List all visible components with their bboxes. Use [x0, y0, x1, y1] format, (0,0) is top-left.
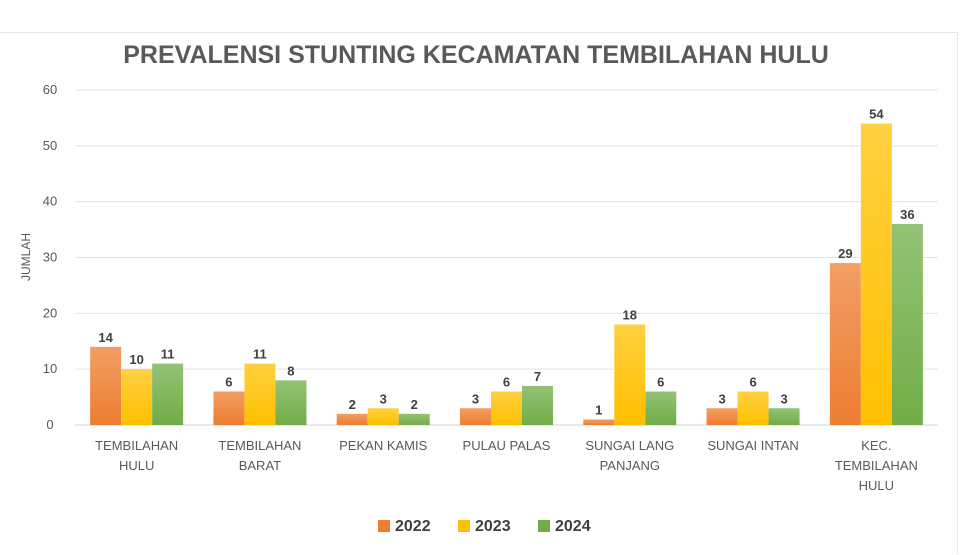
- x-tick-label: SUNGAI INTAN: [707, 438, 799, 453]
- bar-2022: [583, 419, 615, 425]
- x-tick-label: HULU: [119, 458, 154, 473]
- data-label: 6: [749, 375, 756, 390]
- legend-label: 2022: [395, 518, 431, 535]
- bar-2023: [860, 123, 892, 425]
- bar-2023: [121, 369, 153, 425]
- x-tick-label: PULAU PALAS: [463, 438, 551, 453]
- bar-2024: [891, 224, 923, 425]
- data-label: 8: [287, 363, 294, 378]
- bar-2022: [829, 263, 861, 425]
- bar-2024: [152, 363, 184, 425]
- x-tick-label: HULU: [859, 478, 894, 493]
- bar-chart: PREVALENSI STUNTING KECAMATAN TEMBILAHAN…: [19, 41, 938, 535]
- chart-title: PREVALENSI STUNTING KECAMATAN TEMBILAHAN…: [123, 41, 829, 69]
- chart-frame: PREVALENSI STUNTING KECAMATAN TEMBILAHAN…: [0, 32, 958, 554]
- x-tick-label: PANJANG: [600, 458, 660, 473]
- data-label: 3: [780, 391, 787, 406]
- x-tick-label: SUNGAI LANG: [585, 438, 674, 453]
- y-axis-ticks: 0 10 20 30 40 50 60: [43, 82, 57, 432]
- data-label: 2: [411, 397, 418, 412]
- category-labels: TEMBILAHAN HULU TEMBILAHAN BARAT PEKAN KAMIS…: [95, 438, 918, 493]
- bar-2023: [491, 391, 522, 425]
- legend-swatch-2024: [538, 520, 550, 532]
- bar-2022: [213, 391, 245, 425]
- data-label: 1: [595, 402, 602, 417]
- bar-2023: [737, 391, 769, 425]
- y-tick-label: 50: [43, 138, 57, 153]
- bar-2022: [460, 408, 491, 425]
- bar-2023: [614, 324, 646, 425]
- legend-swatch-2022: [378, 520, 390, 532]
- data-label: 6: [225, 375, 232, 390]
- data-label: 6: [657, 375, 664, 390]
- data-label: 7: [534, 369, 541, 384]
- x-tick-label: TEMBILAHAN: [835, 458, 918, 473]
- data-label: 11: [253, 347, 267, 362]
- bar-2024: [398, 413, 430, 425]
- y-axis-label: JUMLAH: [19, 233, 33, 281]
- bar-2024: [645, 391, 677, 425]
- bar-2022: [706, 408, 738, 425]
- bars: [90, 123, 923, 425]
- x-tick-label: TEMBILAHAN: [218, 438, 301, 453]
- legend-label: 2023: [475, 518, 511, 535]
- data-label: 3: [380, 391, 387, 406]
- x-tick-label: TEMBILAHAN: [95, 438, 178, 453]
- y-tick-label: 30: [43, 250, 57, 265]
- data-label: 11: [161, 347, 175, 362]
- data-label: 29: [838, 246, 852, 261]
- data-label: 6: [503, 375, 510, 390]
- legend-swatch-2023: [458, 520, 470, 532]
- legend-label: 2024: [555, 518, 591, 535]
- data-label: 10: [129, 352, 143, 367]
- y-tick-label: 0: [46, 417, 53, 432]
- y-tick-label: 10: [43, 361, 57, 376]
- x-tick-label: PEKAN KAMIS: [339, 438, 427, 453]
- bar-2022: [336, 413, 368, 425]
- data-label: 3: [472, 391, 479, 406]
- data-label: 3: [718, 391, 725, 406]
- x-tick-label: BARAT: [239, 458, 281, 473]
- data-label: 2: [349, 397, 356, 412]
- gridlines: [75, 89, 938, 426]
- data-label: 18: [623, 308, 637, 323]
- data-label: 36: [900, 207, 914, 222]
- bar-2024: [522, 385, 553, 425]
- bar-2024: [275, 380, 307, 425]
- legend: 2022 2023 2024: [378, 518, 591, 535]
- data-label: 54: [869, 107, 884, 122]
- x-tick-label: KEC.: [861, 438, 891, 453]
- data-label: 14: [98, 330, 113, 345]
- bar-2023: [244, 363, 276, 425]
- y-tick-label: 60: [43, 82, 57, 97]
- y-tick-label: 40: [43, 194, 57, 209]
- bar-2023: [367, 408, 399, 425]
- bar-2024: [768, 408, 800, 425]
- bar-2022: [90, 346, 122, 425]
- y-tick-label: 20: [43, 305, 57, 320]
